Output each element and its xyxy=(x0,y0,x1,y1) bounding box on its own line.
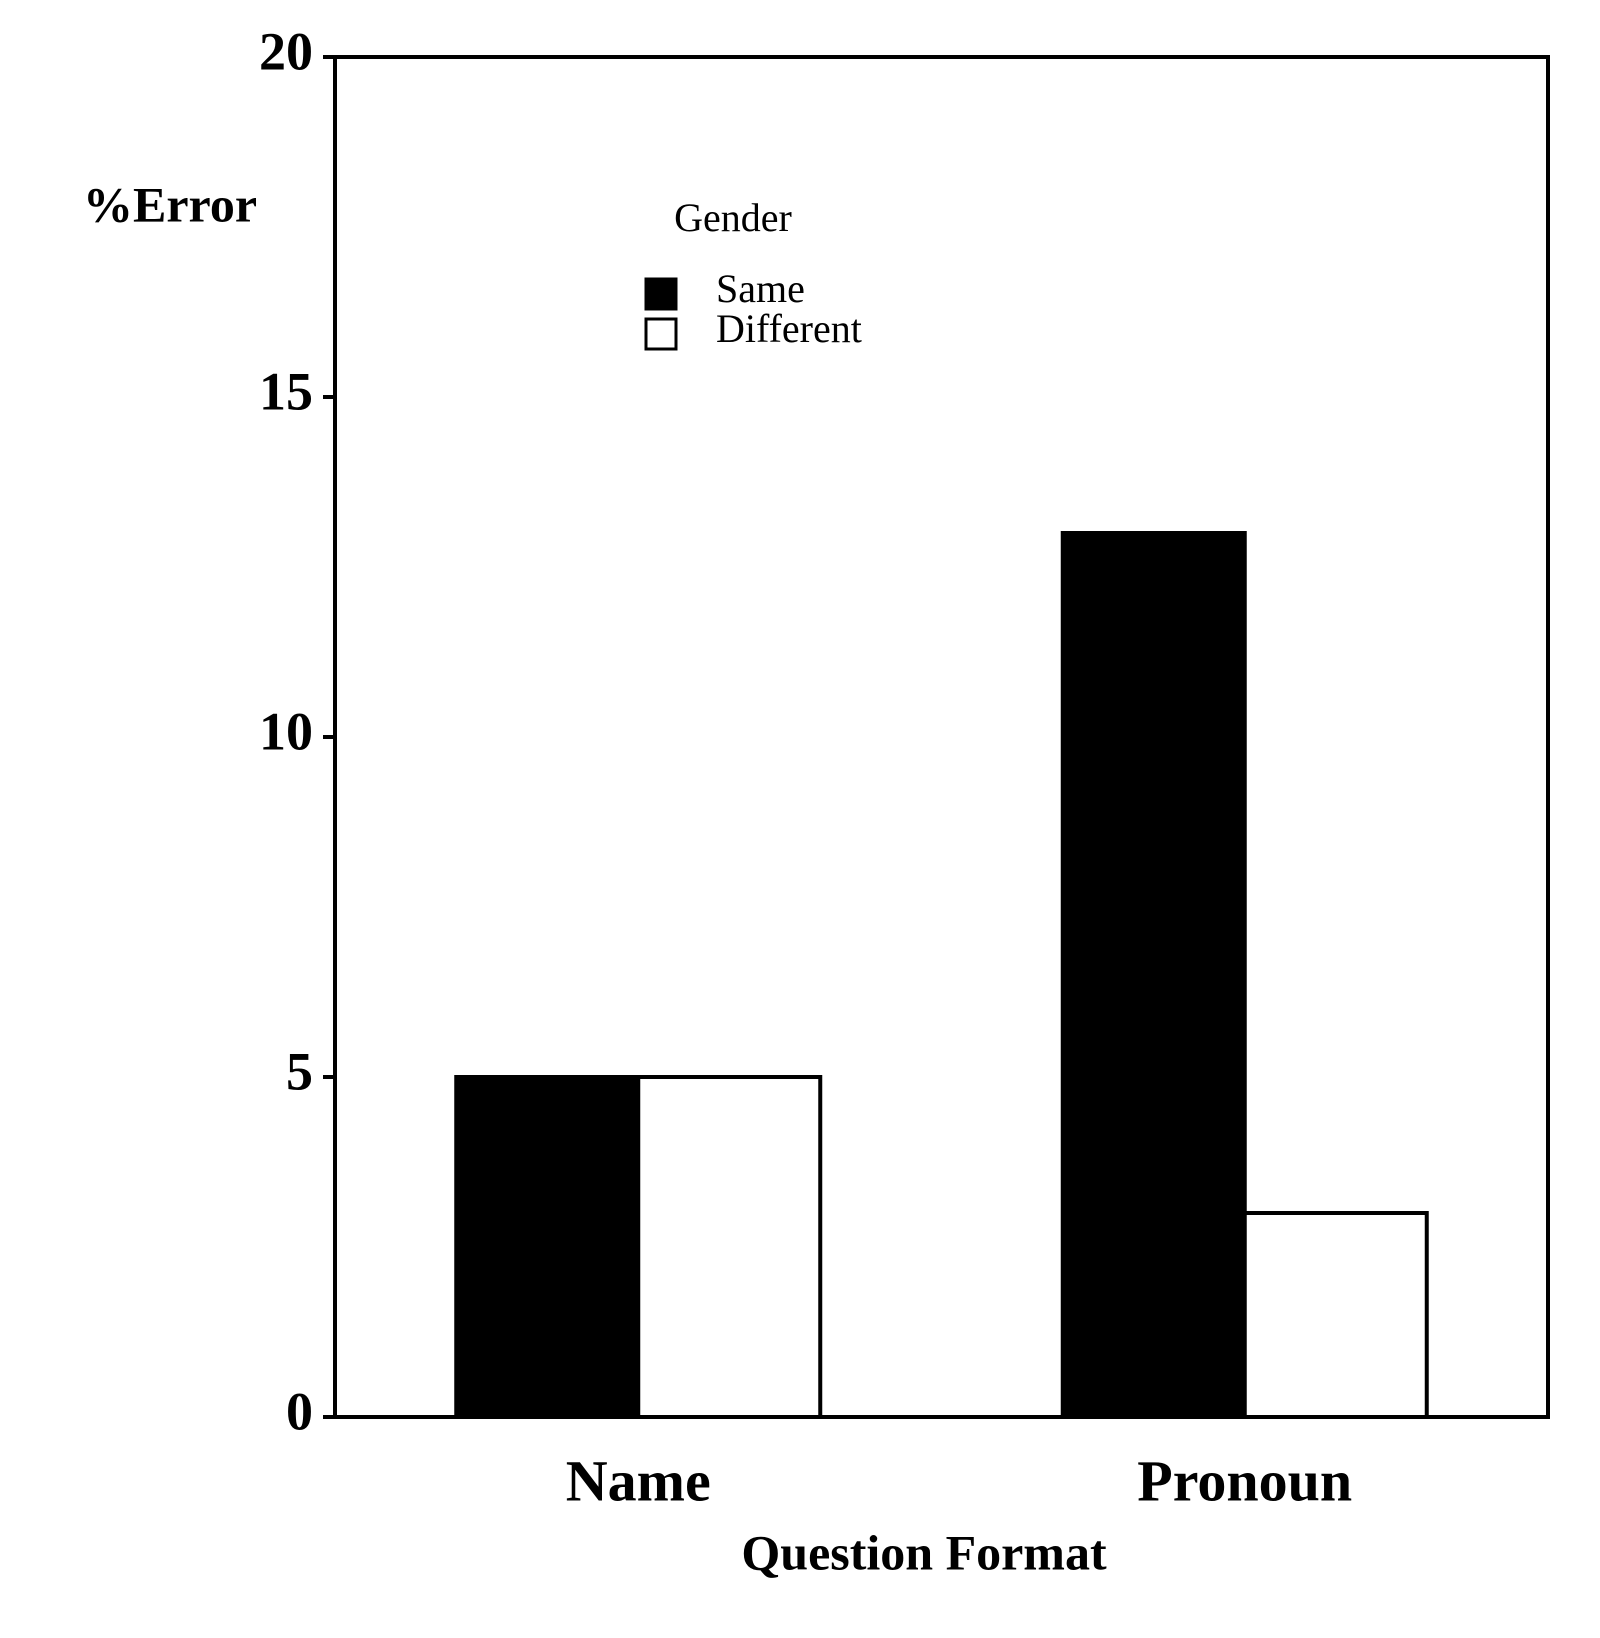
legend-swatch xyxy=(644,277,678,311)
y-axis-label: %Error xyxy=(83,176,257,232)
x-tick-label: Pronoun xyxy=(1137,1448,1352,1513)
legend-label: Same xyxy=(716,266,805,311)
bar xyxy=(1242,1211,1429,1419)
x-axis-label: Question Format xyxy=(741,1524,1107,1580)
y-tick-label: 20 xyxy=(259,21,313,81)
x-tick-label: Name xyxy=(566,1448,711,1513)
y-tick-label: 0 xyxy=(286,1381,313,1441)
legend-label: Different xyxy=(716,306,862,351)
y-tick-label: 15 xyxy=(259,361,313,421)
bar xyxy=(636,1075,823,1419)
legend-swatch xyxy=(644,317,678,351)
y-tick-label: 10 xyxy=(259,701,313,761)
bar xyxy=(454,1075,641,1419)
y-tick-label: 5 xyxy=(286,1041,313,1101)
bar xyxy=(1060,531,1247,1419)
legend-title: Gender xyxy=(674,195,792,240)
